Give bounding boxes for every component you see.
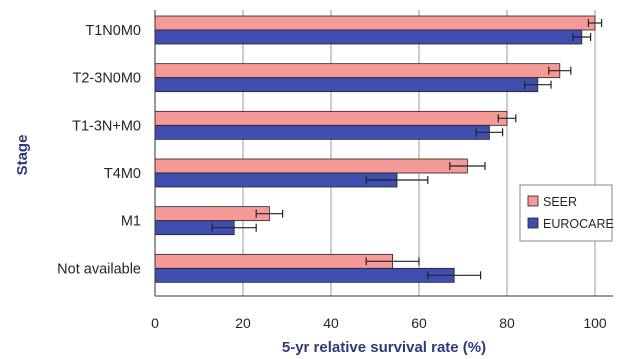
bar-seer [154,206,270,222]
x-tick-label: 20 [235,315,251,331]
y-axis-title: Stage [14,135,31,176]
bar-eurocare [154,172,398,188]
error-bar [587,19,603,27]
error-bar [449,162,486,170]
bar-seer [154,15,596,31]
legend-label: EUROCARE [543,217,614,231]
error-bar [365,176,429,184]
error-bars [211,19,603,280]
category-label: T2-3N0M0 [73,71,142,87]
bar-eurocare [154,77,539,93]
legend: SEER EUROCARE [519,184,614,242]
x-tick-labels: 0 20 40 60 80 100 [151,315,607,331]
bar-eurocare [154,124,490,140]
x-tick-label: 80 [499,315,515,331]
plot-area [155,10,613,296]
x-tick-label: 100 [583,315,607,331]
error-bar [497,114,517,123]
legend-swatch [527,195,539,207]
error-bar [475,128,504,137]
category-label: T4M0 [104,166,141,182]
category-label: M1 [121,214,141,230]
bar-eurocare [154,267,455,283]
bar-seer [154,158,468,174]
error-bar [427,271,482,280]
error-bar [365,257,420,266]
legend-label: SEER [543,195,577,209]
error-bar [548,66,572,75]
bars [154,15,596,283]
category-label: Not available [57,261,141,277]
bar-eurocare [154,29,583,45]
bar-seer [154,110,508,126]
error-bar [572,33,592,41]
x-axis-title: 5-yr relative survival rate (%) [282,339,486,356]
category-labels: T1N0M0 T2-3N0M0 T1-3N+M0 T4M0 M1 Not availabl… [57,23,141,277]
x-tick-label: 40 [323,315,339,331]
error-bar [523,80,552,89]
legend-swatch [527,217,539,229]
x-tick-label: 0 [151,315,159,331]
category-label: T1N0M0 [85,23,141,39]
gridlines [242,10,596,296]
error-bar [255,209,284,218]
x-tick-label: 60 [411,315,427,331]
legend-box [519,184,613,242]
bar-seer [154,253,394,269]
bar-seer [154,63,561,79]
error-bar [211,223,257,232]
category-label: T1-3N+M0 [72,118,141,134]
